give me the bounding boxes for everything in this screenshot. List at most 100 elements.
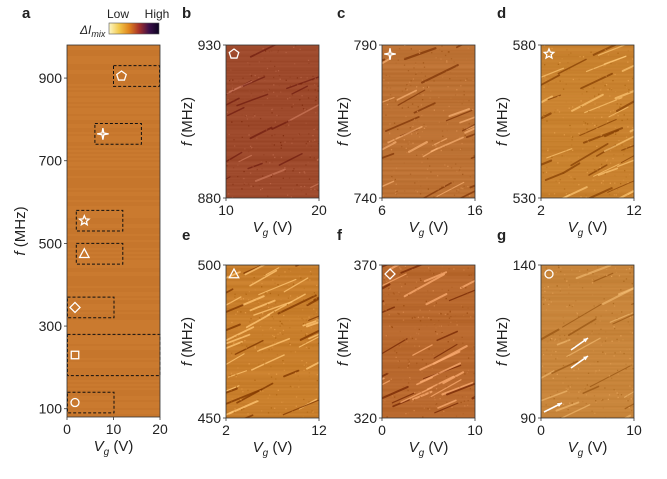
- x-axis-label: Vg (V): [409, 439, 449, 459]
- zoom-region-diamond: [67, 296, 115, 319]
- zoom-region-pentagon: [113, 65, 160, 87]
- y-axis-label: f (MHz): [335, 317, 352, 366]
- colorbar-low-label: Low: [107, 7, 129, 21]
- plot-frame: [540, 44, 635, 199]
- x-tick-label: 12: [311, 422, 327, 438]
- panel-c: c 6 16 740 790 Vg (V) f (MHz): [335, 5, 483, 239]
- zoom-region-star5: [75, 209, 124, 232]
- y-axis-label: f (MHz): [494, 97, 511, 146]
- marker-circle-icon: [70, 397, 80, 408]
- panel-g: g 0 10 90 140 Vg (V) f (MHz): [494, 227, 642, 459]
- colorbar-high-label: High: [145, 7, 170, 21]
- y-axis-label: f (MHz): [179, 317, 196, 366]
- x-tick-label: 20: [311, 202, 327, 218]
- x-tick-label: 12: [626, 202, 642, 218]
- x-tick-label: 0: [537, 422, 545, 438]
- x-tick-label: 20: [152, 421, 168, 437]
- x-tick-label: 10: [218, 202, 234, 218]
- panel-a: a 0 10 20 100 300 500 700 900 Vg (V) f (MHz): [12, 5, 168, 458]
- y-axis-label: f (MHz): [494, 317, 511, 366]
- x-axis-label: Vg (V): [568, 219, 608, 239]
- heatmap-image: [226, 45, 319, 198]
- marker-star5-icon: [77, 213, 91, 227]
- zoom-region-circle: [67, 391, 115, 414]
- y-axis-label: f (MHz): [335, 97, 352, 146]
- x-axis-label: Vg (V): [568, 439, 608, 459]
- x-axis-label: Vg (V): [94, 438, 134, 458]
- y-tick-label: 450: [198, 410, 222, 426]
- y-tick-label: 90: [520, 410, 536, 426]
- heatmap-image: [382, 265, 475, 418]
- marker-star5-icon: [542, 47, 556, 60]
- panel-label: c: [337, 5, 345, 22]
- x-tick-label: 10: [106, 421, 122, 437]
- x-tick-label: 10: [626, 422, 642, 438]
- y-axis-label: f (MHz): [12, 206, 29, 255]
- y-tick-label: 500: [39, 235, 63, 251]
- marker-triangle-icon: [228, 267, 240, 279]
- marker-diamond-icon: [384, 268, 396, 280]
- y-tick-label: 140: [513, 257, 537, 273]
- plot-frame: [381, 264, 476, 419]
- marker-triangle-icon: [78, 247, 91, 259]
- panel-e: e 2 12 450 500 Vg (V) f (MHz): [179, 227, 327, 459]
- x-tick-label: 2: [222, 422, 230, 438]
- x-tick-label: 16: [467, 202, 483, 218]
- panel-f: f 0 10 320 370 Vg (V) f (MHz): [335, 227, 483, 459]
- y-tick-label: 900: [39, 70, 63, 86]
- arrow-head-icon: [583, 356, 588, 361]
- y-tick-label: 530: [513, 190, 537, 206]
- y-tick-label: 100: [39, 401, 63, 417]
- x-axis-label: Vg (V): [409, 219, 449, 239]
- panel-label: f: [337, 227, 343, 244]
- zoom-region-star4: [94, 123, 142, 145]
- colorbar-gradient: [108, 22, 160, 35]
- y-tick-label: 500: [198, 257, 222, 273]
- marker-pentagon-icon: [115, 70, 128, 81]
- panel-label: d: [497, 5, 506, 22]
- y-tick-label: 790: [354, 37, 378, 53]
- y-tick-label: 880: [198, 190, 222, 206]
- y-tick-label: 370: [354, 257, 378, 273]
- marker-star4-icon: [384, 48, 396, 60]
- x-axis-label: Vg (V): [253, 219, 293, 239]
- plot-frame: [540, 264, 635, 419]
- heatmap-image: [67, 45, 160, 417]
- y-tick-label: 300: [39, 318, 63, 334]
- x-axis-label: Vg (V): [253, 439, 293, 459]
- panel-b: b 10 20 880 930 Vg (V) f (MHz): [179, 5, 327, 239]
- y-tick-label: 320: [354, 410, 378, 426]
- arrow-head-icon: [583, 338, 588, 343]
- heatmap-image: [541, 45, 634, 198]
- x-tick-label: 2: [537, 202, 545, 218]
- x-tick-label: 10: [467, 422, 483, 438]
- marker-square-icon: [70, 350, 80, 360]
- zoom-region-triangle: [75, 242, 124, 265]
- y-tick-label: 930: [198, 37, 222, 53]
- y-axis-label: f (MHz): [179, 97, 196, 146]
- panel-d: d 2 12 530 580 Vg (V) f (MHz): [494, 5, 642, 239]
- y-tick-label: 740: [354, 190, 378, 206]
- arrow-head-icon: [557, 403, 562, 407]
- zoom-region-square: [67, 333, 161, 377]
- marker-diamond-icon: [69, 301, 81, 314]
- panel-label: e: [182, 227, 190, 244]
- plot-frame: [381, 44, 476, 199]
- panel-label: a: [22, 5, 31, 22]
- y-tick-label: 580: [513, 37, 537, 53]
- y-tick-label: 700: [39, 153, 63, 169]
- marker-circle-icon: [544, 269, 554, 279]
- colorbar-title: ΔImix: [79, 23, 106, 39]
- x-tick-label: 6: [378, 202, 386, 218]
- plot-frame: [225, 44, 320, 199]
- panel-label: g: [497, 227, 506, 244]
- x-tick-label: 0: [63, 421, 71, 437]
- marker-pentagon-icon: [228, 48, 240, 59]
- x-tick-label: 0: [378, 422, 386, 438]
- heatmap-image: [541, 265, 634, 418]
- plot-frame: [225, 264, 320, 419]
- heatmap-image: [382, 45, 475, 198]
- marker-star4-icon: [97, 128, 109, 140]
